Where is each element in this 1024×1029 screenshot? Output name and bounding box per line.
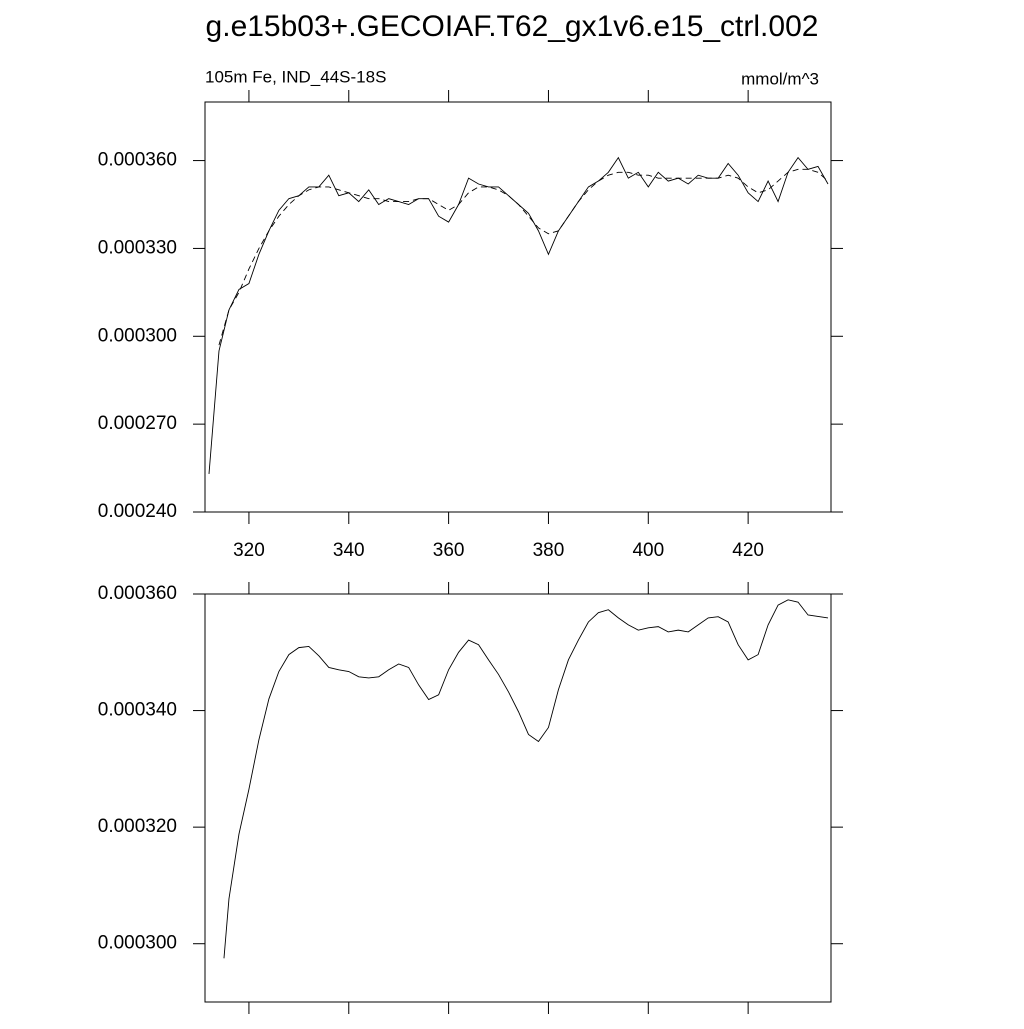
y-tick-label: 0.000240 [98,501,177,522]
plot-frame [204,101,832,513]
x-tick-label: 320 [233,540,265,561]
y-tick-label: 0.000320 [98,816,177,837]
x-tick-label: 360 [433,540,465,561]
y-tick-label: 0.000300 [98,325,177,346]
x-tick-label: 420 [732,540,764,561]
x-tick-label: 380 [533,540,565,561]
series-line [223,599,829,959]
x-tick-label: 400 [632,540,664,561]
figure-title: g.e15b03+.GECOIAF.T62_gx1v6.e15_ctrl.002 [206,10,819,43]
subtitle-right: mmol/m^3 [741,69,819,88]
subtitle-left: 105m Fe, IND_44S-18S [205,67,386,86]
plot-frame [204,593,832,1003]
y-tick-label: 0.000360 [98,150,177,171]
x-tick-label: 340 [333,540,365,561]
y-tick-label: 0.000330 [98,237,177,258]
y-tick-label: 0.000270 [98,413,177,434]
y-tick-label: 0.000340 [98,700,177,721]
y-tick-label: 0.000300 [98,933,177,954]
y-tick-label: 0.000360 [98,583,177,604]
series-line [218,168,829,346]
